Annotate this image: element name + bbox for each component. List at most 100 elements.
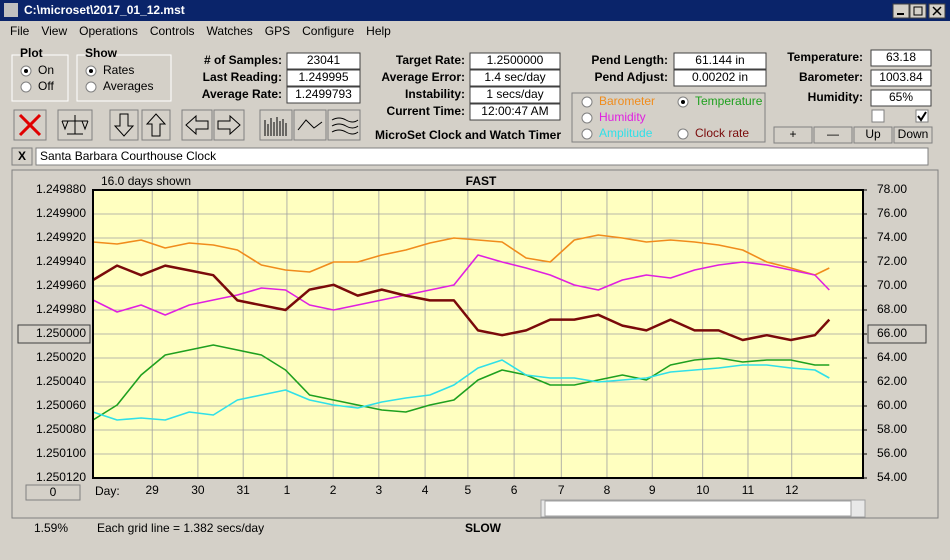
- clock-name-field[interactable]: [35, 147, 929, 166]
- series-line: [92, 254, 830, 316]
- field-label: Target Rate:: [396, 53, 465, 67]
- checkbox[interactable]: [871, 109, 885, 123]
- group-label: Plot: [20, 46, 43, 60]
- legend-radio[interactable]: [581, 112, 593, 124]
- button[interactable]: [813, 126, 853, 144]
- button[interactable]: [853, 126, 893, 144]
- menu-item[interactable]: Configure: [302, 24, 354, 38]
- field-value: 1.4 sec/day: [484, 70, 545, 84]
- y-tick-label: 1.249940: [36, 254, 86, 268]
- field-label: Pend Adjust:: [594, 70, 668, 84]
- menu-item[interactable]: View: [41, 24, 67, 38]
- y2-tick-label: 58.00: [877, 422, 907, 436]
- plot-border: [92, 189, 864, 479]
- offset-button[interactable]: [25, 484, 81, 501]
- balance-icon: [61, 115, 89, 135]
- y-tick-label: 1.250000: [36, 326, 86, 340]
- up-icon: [145, 113, 167, 137]
- radio[interactable]: [20, 81, 32, 93]
- wave-icon: [331, 117, 359, 135]
- down-icon: [113, 113, 135, 137]
- right-button[interactable]: [213, 109, 245, 141]
- y2-tick-label: 68.00: [877, 302, 907, 316]
- x-tick-label: 12: [785, 483, 799, 497]
- radio-label: Rates: [103, 63, 134, 77]
- y-tick-label: 1.249880: [36, 182, 86, 196]
- button[interactable]: [773, 126, 813, 144]
- legend-label: Amplitude: [599, 126, 653, 140]
- field-value: 65%: [889, 90, 913, 104]
- x-tick-label: 11: [742, 483, 755, 497]
- field-label: Last Reading:: [203, 70, 282, 84]
- clear-name-button[interactable]: [11, 147, 33, 166]
- field-label: Current Time:: [387, 104, 465, 118]
- line-icon: [297, 119, 323, 131]
- scroll-thumb[interactable]: [544, 500, 852, 517]
- y2-tick-label: 78.00: [877, 182, 907, 196]
- field-value: 63.18: [886, 50, 916, 64]
- maximize[interactable]: [909, 3, 927, 19]
- legend-label: Temperature: [695, 94, 763, 108]
- field-label: Instability:: [405, 87, 465, 101]
- y2-tick-label: 72.00: [877, 254, 907, 268]
- field-box: [870, 69, 932, 87]
- y-tick-label: 1.250100: [36, 446, 86, 460]
- x-tick-label: 3: [376, 483, 383, 497]
- field-value: 1 secs/day: [486, 87, 543, 101]
- button[interactable]: [893, 126, 933, 144]
- field-value: 12:00:47 AM: [481, 104, 548, 118]
- y-tick-label: 1.250020: [36, 350, 86, 364]
- toolbar: [13, 109, 361, 141]
- highlight-tick-button[interactable]: [17, 324, 91, 344]
- x-tick-label: 29: [146, 483, 160, 497]
- window-controls[interactable]: [892, 3, 946, 19]
- down-button[interactable]: [109, 109, 139, 141]
- series-line: [92, 344, 830, 421]
- percent: 1.59%: [34, 521, 68, 535]
- field-value: 23041: [307, 53, 341, 67]
- x-tick-label: 2: [330, 483, 337, 497]
- minimize[interactable]: [892, 3, 910, 19]
- line-button[interactable]: [293, 109, 327, 141]
- field-label: Pend Length:: [591, 53, 668, 67]
- menu-item[interactable]: Watches: [207, 24, 253, 38]
- legend-radio[interactable]: [677, 128, 689, 140]
- grid-note: Each grid line = 1.382 secs/day: [97, 521, 264, 535]
- top-label: FAST: [466, 174, 497, 188]
- left-button[interactable]: [181, 109, 213, 141]
- left-icon: [185, 114, 209, 136]
- menu-item[interactable]: Operations: [79, 24, 138, 38]
- show-group-box: [76, 54, 172, 102]
- x-tick-label: 10: [696, 483, 710, 497]
- field-box: [286, 52, 361, 70]
- field-box: [469, 69, 561, 87]
- menu-item[interactable]: GPS: [265, 24, 290, 38]
- field-value: 0.00202 in: [692, 70, 748, 84]
- field-box: [870, 49, 932, 67]
- y2-tick-label: 54.00: [877, 470, 907, 484]
- field-box: [286, 86, 361, 104]
- up-button[interactable]: [141, 109, 171, 141]
- y-tick-label: 1.249920: [36, 230, 86, 244]
- radio[interactable]: [85, 81, 97, 93]
- y-tick-label: 1.250060: [36, 398, 86, 412]
- field-value: 1.249995: [298, 70, 348, 84]
- y-tick-label: 1.250040: [36, 374, 86, 388]
- x-tick-label: 5: [465, 483, 472, 497]
- button-label: Up: [865, 127, 881, 141]
- menu-item[interactable]: Help: [366, 24, 391, 38]
- legend-radio[interactable]: [581, 96, 593, 108]
- field-box: [673, 52, 767, 70]
- menu-item[interactable]: File: [10, 24, 30, 38]
- plot-group-box: [11, 54, 69, 102]
- menu-item[interactable]: Controls: [150, 24, 195, 38]
- maximize-glyph: [913, 6, 923, 16]
- legend-label: Barometer: [599, 94, 655, 108]
- highlight-tick-button[interactable]: [867, 324, 927, 344]
- x-tick-label: 4: [422, 483, 429, 497]
- y2-tick-label: 56.00: [877, 446, 907, 460]
- clock-name: Santa Barbara Courthouse Clock: [40, 149, 217, 163]
- legend-radio[interactable]: [581, 128, 593, 140]
- y-tick-label: 1.250120: [36, 470, 86, 484]
